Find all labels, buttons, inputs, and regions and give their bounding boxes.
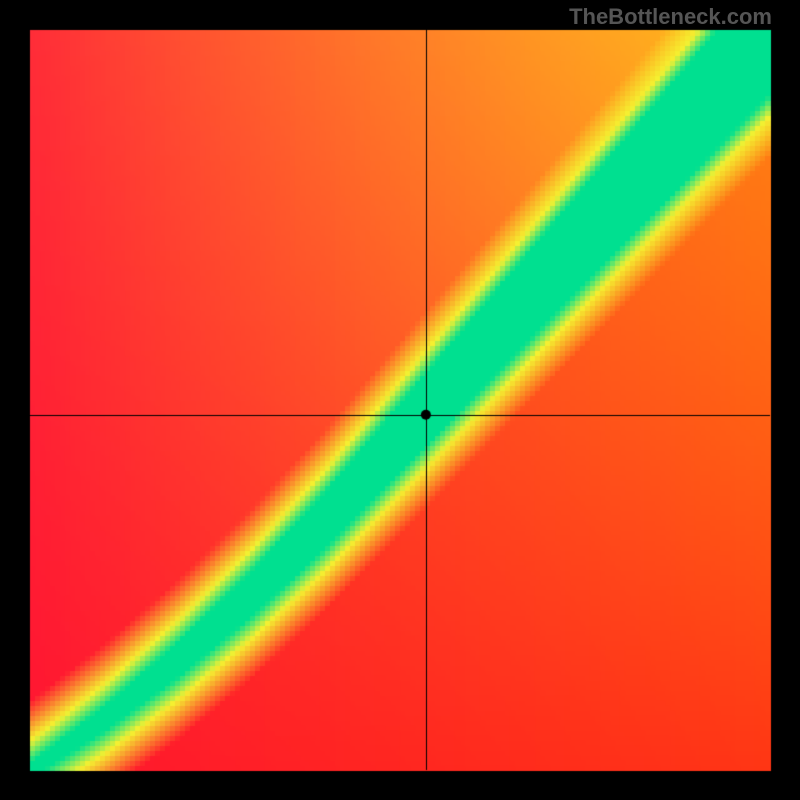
watermark-text: TheBottleneck.com — [569, 4, 772, 30]
chart-container: TheBottleneck.com — [0, 0, 800, 800]
heatmap-canvas — [0, 0, 800, 800]
